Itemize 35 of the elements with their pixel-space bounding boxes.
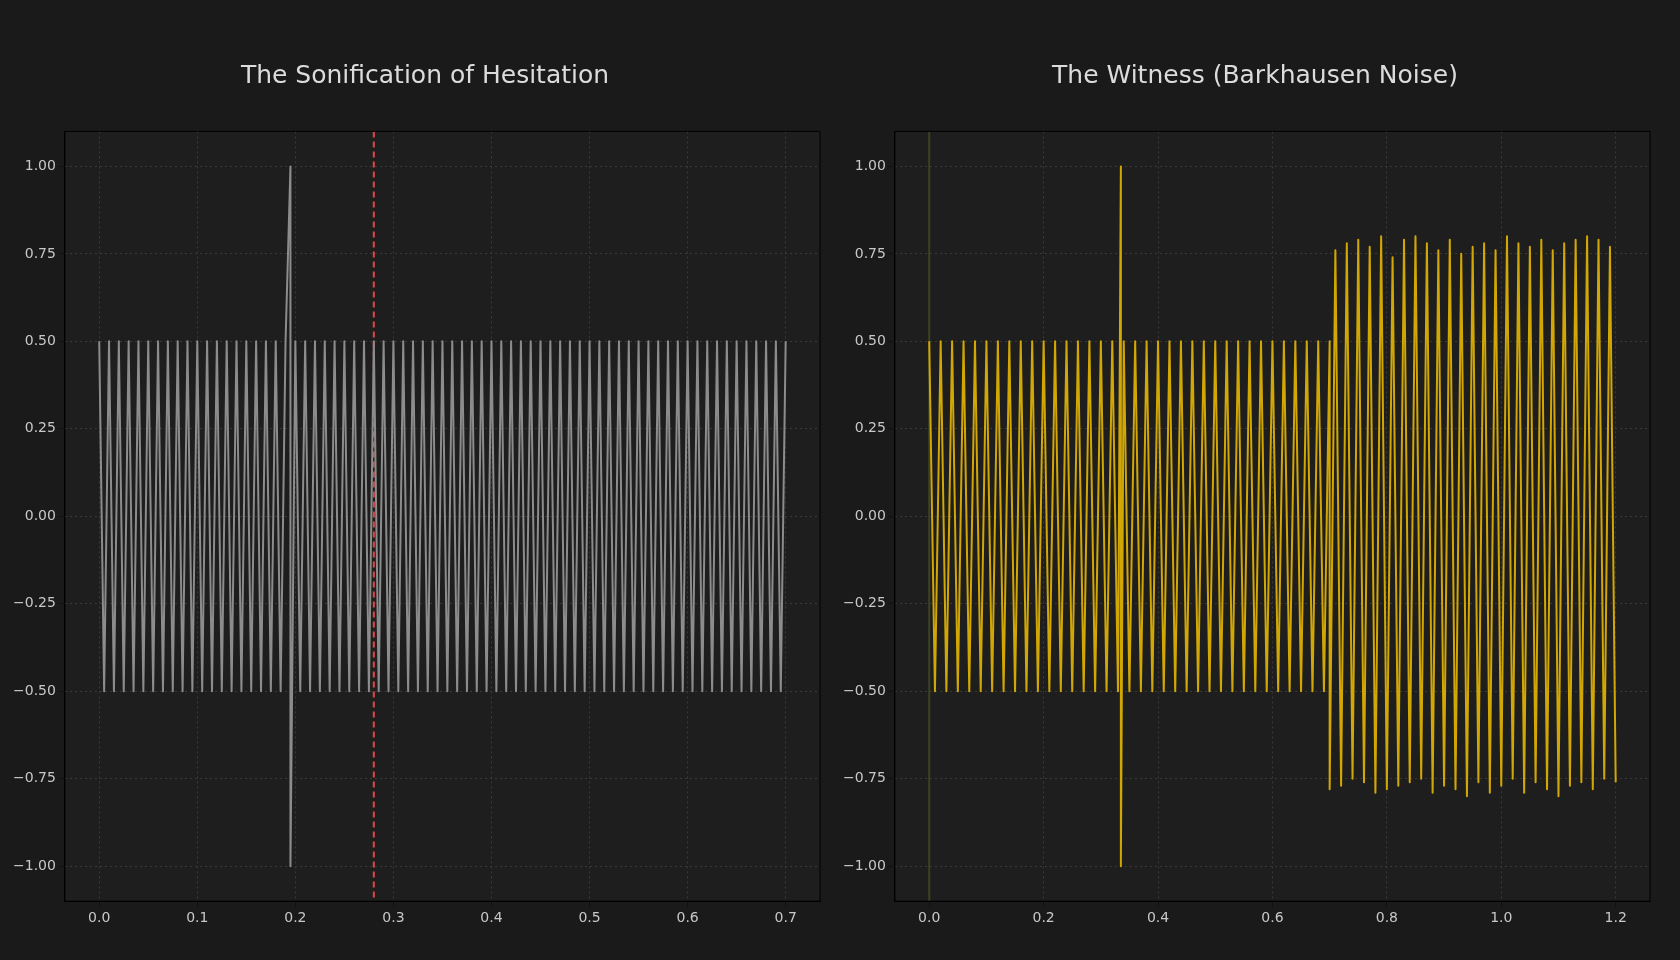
chart-title: The Sonification of Hesitation: [239, 59, 611, 91]
x-tick-label: 0.4: [1146, 909, 1170, 926]
y-tick-label: 1.00: [24, 157, 56, 174]
y-tick-label: −0.50: [13, 681, 56, 698]
y-tick-label: 0.25: [854, 419, 886, 436]
x-tick-label: 0.2: [1032, 909, 1055, 926]
y-tick-label: −0.75: [843, 769, 886, 786]
y-tick-label: 0.75: [854, 244, 886, 261]
y-tick-label: 0.25: [24, 419, 56, 436]
y-tick-label: −0.75: [13, 769, 56, 786]
x-tick-label: 0.2: [284, 909, 307, 926]
y-tick-label: 0.00: [854, 506, 886, 523]
y-tick-label: −1.00: [843, 856, 886, 873]
x-tick-label: 1.0: [1490, 909, 1513, 926]
y-tick-label: −0.25: [13, 594, 56, 611]
x-tick-label: 0.0: [918, 909, 941, 926]
x-tick-label: 0.4: [480, 909, 503, 926]
y-tick-label: 1.00: [854, 157, 886, 174]
x-tick-label: 0.1: [186, 909, 209, 926]
x-tick-label: 1.2: [1604, 909, 1627, 926]
x-tick-label: 0.7: [774, 909, 797, 926]
y-tick-label: 0.50: [24, 331, 56, 348]
y-tick-label: 0.50: [854, 331, 886, 348]
y-tick-label: 0.75: [24, 244, 56, 261]
y-tick-label: −0.50: [843, 681, 886, 698]
y-tick-label: 0.00: [24, 506, 56, 523]
x-tick-label: 0.0: [88, 909, 111, 926]
x-tick-label: 0.8: [1375, 909, 1398, 926]
x-tick-label: 0.6: [1261, 909, 1284, 926]
chart-title: The Witness (Barkhausen Noise): [1051, 59, 1459, 91]
y-tick-label: −1.00: [13, 856, 56, 873]
y-tick-label: −0.25: [843, 594, 886, 611]
x-tick-label: 0.5: [578, 909, 601, 926]
x-tick-label: 0.3: [382, 909, 405, 926]
x-tick-label: 0.6: [676, 909, 699, 926]
